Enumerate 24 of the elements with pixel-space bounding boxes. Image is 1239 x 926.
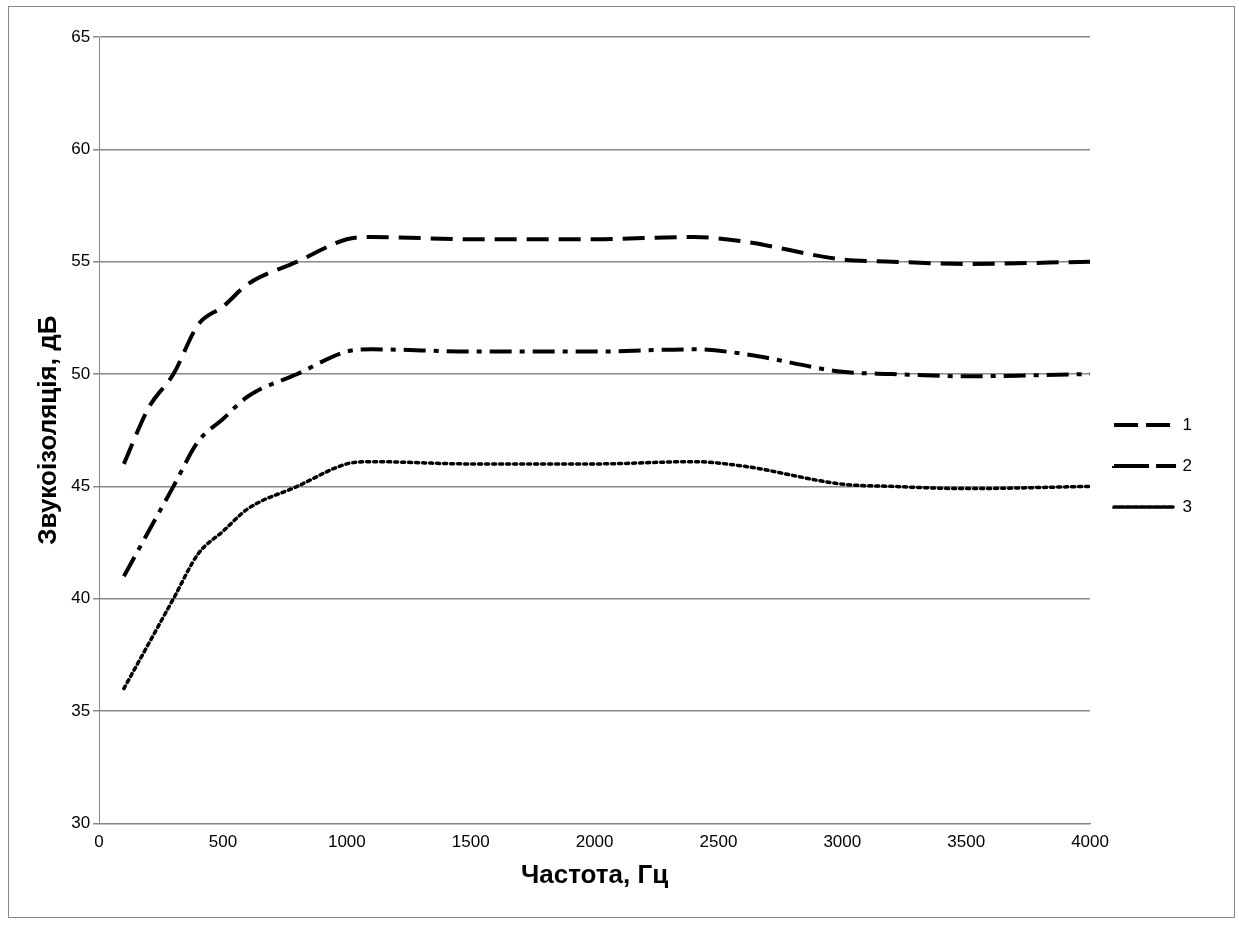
legend-label: 3 (1182, 496, 1193, 516)
y-tick-label: 30 (71, 813, 91, 833)
y-tick-label: 50 (71, 363, 91, 383)
x-tick-label: 3000 (823, 832, 862, 852)
line-series (122, 459, 1091, 691)
y-tick-label: 60 (71, 139, 91, 159)
x-tick-label: 2500 (699, 832, 738, 852)
y-tick-label: 55 (71, 251, 91, 271)
x-tick-label: 3500 (947, 832, 986, 852)
y-tick-label: 35 (71, 700, 91, 720)
y-tick-label: 40 (71, 588, 91, 608)
line-series (121, 234, 1091, 466)
x-tick-label: 4000 (1071, 832, 1109, 852)
legend-label: 2 (1182, 455, 1193, 475)
x-tick-label: 0 (94, 832, 104, 852)
x-tick-label: 500 (208, 832, 238, 852)
y-axis-title: Звукоізоляція, дБ (31, 315, 62, 545)
x-tick-label: 1000 (327, 832, 366, 852)
x-axis-title: Частота, Гц (520, 858, 669, 889)
y-tick-label: 65 (71, 26, 91, 46)
y-tick-label: 45 (71, 476, 91, 496)
legend-label: 1 (1182, 414, 1193, 434)
x-tick-label: 1500 (451, 832, 490, 852)
x-tick-label: 2000 (575, 832, 614, 852)
